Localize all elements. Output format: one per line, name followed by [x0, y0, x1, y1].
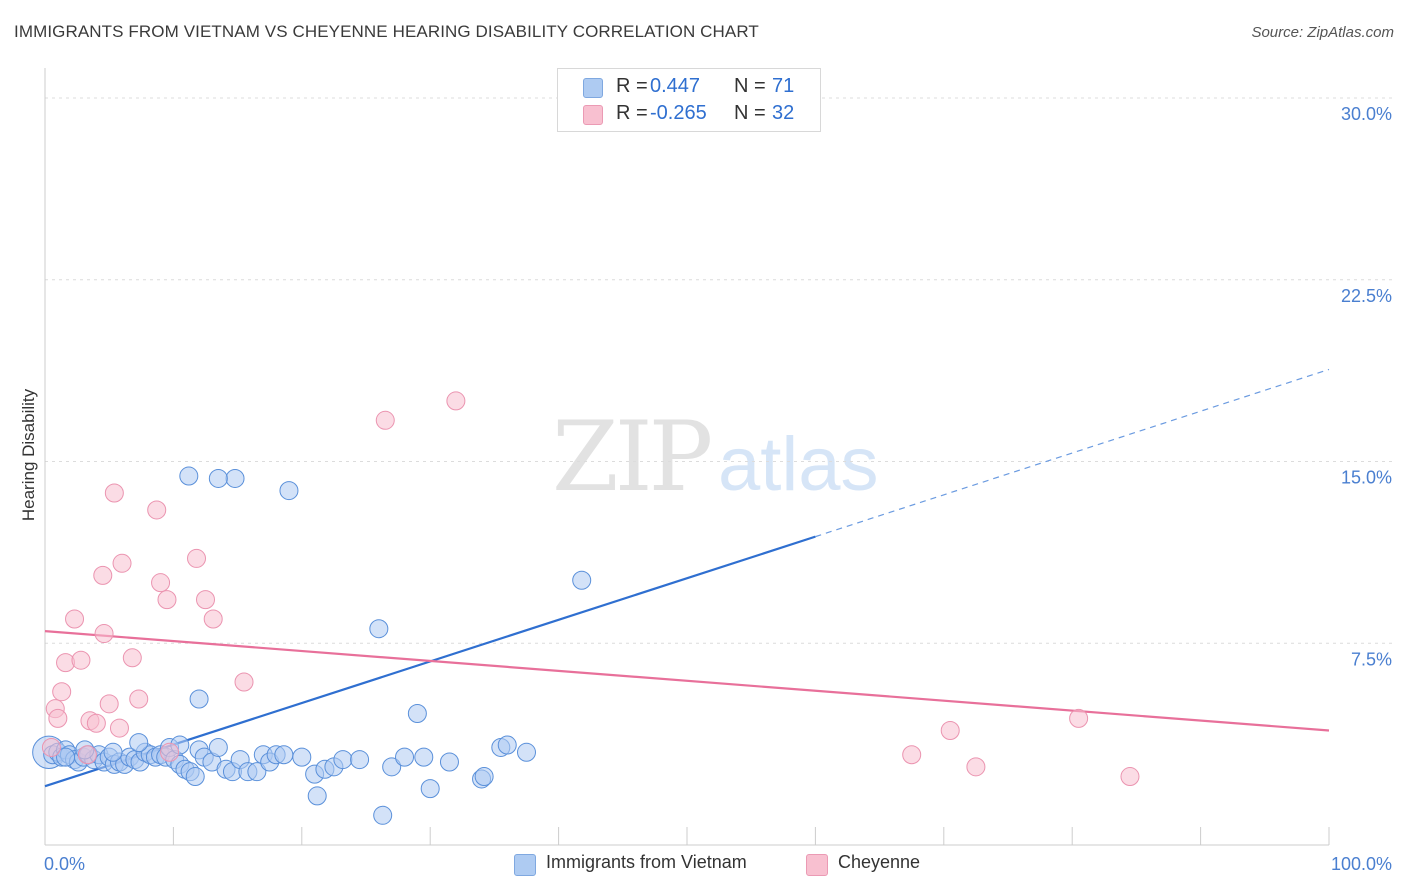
- tick-labels: 7.5% 15.0% 22.5% 30.0% 0.0% 100.0%: [44, 104, 1392, 874]
- point-cheyenne: [151, 573, 171, 593]
- point-vietnam: [247, 762, 267, 782]
- point-vietnam: [129, 733, 149, 753]
- legend-row-cheyenne: R = -0.265 N = 32: [558, 100, 820, 128]
- x-tick-label: 0.0%: [44, 854, 85, 874]
- legend-swatch-cheyenne: [583, 105, 603, 125]
- point-cheyenne: [122, 648, 142, 668]
- y-axis-label: Hearing Disability: [19, 388, 38, 521]
- legend-n-label: N =: [734, 102, 766, 124]
- point-cheyenne: [187, 548, 207, 568]
- point-vietnam: [208, 737, 228, 757]
- y-tick-label: 22.5%: [1341, 286, 1392, 306]
- point-cheyenne: [99, 694, 119, 714]
- point-cheyenne: [203, 609, 223, 629]
- point-cheyenne: [93, 565, 113, 585]
- points: [32, 93, 1140, 825]
- point-cheyenne: [940, 720, 960, 740]
- point-cheyenne: [446, 391, 466, 411]
- point-cheyenne: [147, 500, 167, 520]
- point-vietnam: [373, 805, 393, 825]
- bottom-legend-label: Cheyenne: [838, 852, 921, 872]
- legend-r-label: R =: [616, 75, 648, 97]
- point-cheyenne: [234, 672, 254, 692]
- watermark-zip: ZIP: [552, 401, 711, 513]
- point-vietnam: [414, 747, 434, 767]
- point-vietnam: [382, 757, 402, 777]
- point-cheyenne: [104, 483, 124, 503]
- point-vietnam: [517, 742, 536, 762]
- point-vietnam: [369, 619, 389, 639]
- legend-n-value: 32: [772, 102, 795, 124]
- point-vietnam: [474, 767, 494, 787]
- point-cheyenne: [94, 624, 114, 644]
- point-cheyenne: [86, 713, 106, 733]
- legend-n-label: N =: [734, 75, 766, 97]
- point-vietnam: [407, 704, 427, 724]
- point-cheyenne: [1120, 767, 1140, 787]
- point-vietnam: [292, 747, 312, 767]
- x-tick-label: 100.0%: [1331, 854, 1392, 874]
- legend-n-value: 71: [772, 75, 795, 97]
- axes: [44, 68, 1330, 846]
- point-cheyenne: [65, 609, 85, 629]
- legend-r-value: 0.447: [650, 75, 701, 97]
- point-cheyenne: [129, 689, 149, 709]
- trendline-cheyenne: [44, 630, 1330, 732]
- point-vietnam: [307, 786, 327, 806]
- watermark: ZIP atlas: [552, 401, 879, 513]
- point-vietnam: [185, 767, 205, 787]
- point-cheyenne: [902, 745, 922, 765]
- point-vietnam: [225, 468, 245, 488]
- chart-title: IMMIGRANTS FROM VIETNAM VS CHEYENNE HEAR…: [14, 22, 759, 41]
- grid: [45, 97, 1392, 644]
- point-cheyenne: [112, 553, 132, 573]
- point-cheyenne: [71, 650, 91, 670]
- point-vietnam: [395, 747, 415, 767]
- point-cheyenne: [375, 410, 395, 430]
- point-vietnam: [208, 468, 228, 488]
- bottom-legend-swatch-cheyenne: [806, 854, 828, 876]
- point-vietnam: [274, 745, 294, 765]
- y-tick-label: 30.0%: [1341, 104, 1392, 124]
- point-vietnam: [179, 466, 199, 486]
- bottom-legend-label: Immigrants from Vietnam: [546, 852, 747, 872]
- point-cheyenne: [157, 590, 177, 610]
- watermark-atlas: atlas: [718, 422, 879, 507]
- point-vietnam: [572, 570, 592, 590]
- point-vietnam: [103, 742, 123, 762]
- point-cheyenne: [160, 742, 180, 762]
- point-cheyenne: [966, 757, 986, 777]
- point-vietnam: [439, 752, 459, 772]
- point-vietnam: [56, 747, 76, 767]
- y-tick-label: 15.0%: [1341, 468, 1392, 488]
- point-vietnam: [189, 689, 209, 709]
- y-tick-label: 7.5%: [1351, 649, 1392, 669]
- point-vietnam: [420, 779, 440, 799]
- point-cheyenne: [52, 682, 72, 702]
- legend-row-vietnam: R = 0.447 N = 71: [558, 73, 820, 101]
- trendline-vietnam-extension: [815, 368, 1330, 538]
- point-vietnam: [350, 750, 370, 770]
- correlation-legend: R = 0.447 N = 71 R = -0.265 N = 32: [557, 68, 821, 132]
- point-vietnam: [333, 750, 353, 770]
- point-cheyenne: [109, 718, 129, 738]
- point-cheyenne: [41, 737, 61, 757]
- bottom-legend-swatch-vietnam: [514, 854, 536, 876]
- point-cheyenne: [1069, 708, 1089, 728]
- legend-r-value: -0.265: [650, 102, 707, 124]
- point-cheyenne: [196, 590, 215, 610]
- point-vietnam: [279, 481, 299, 501]
- source-label: Source: ZipAtlas.com: [1251, 24, 1394, 41]
- point-cheyenne: [48, 708, 68, 728]
- legend-r-label: R =: [616, 102, 648, 124]
- point-vietnam: [497, 735, 517, 755]
- legend-swatch-vietnam: [583, 78, 603, 98]
- point-cheyenne: [77, 745, 97, 765]
